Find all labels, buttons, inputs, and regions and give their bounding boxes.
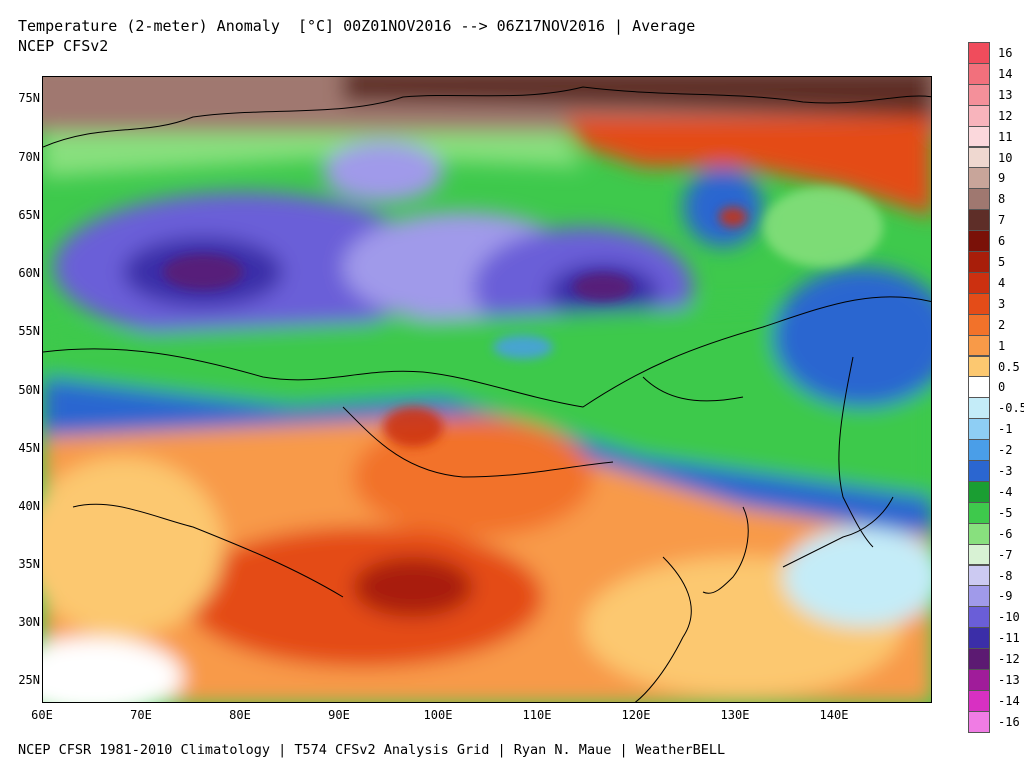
colorbar-swatch — [968, 439, 990, 461]
colorbar-label: 4 — [998, 275, 1006, 290]
anomaly-map-svg — [43, 77, 931, 702]
colorbar-swatch — [968, 125, 990, 148]
colorbar-label: -1 — [998, 422, 1013, 437]
colorbar-swatch — [968, 543, 990, 566]
colorbar-label: 1 — [998, 338, 1006, 353]
colorbar-label: -5 — [998, 505, 1013, 520]
colorbar-swatch — [968, 648, 990, 670]
colorbar-label: 0.5 — [998, 359, 1020, 374]
colorbar-label: -9 — [998, 589, 1013, 604]
colorbar-swatch — [968, 501, 990, 524]
colorbar-swatch — [968, 669, 990, 691]
colorbar-swatch — [968, 292, 990, 315]
colorbar-label: -3 — [998, 464, 1013, 478]
colorbar-swatch — [968, 167, 990, 190]
colorbar-label: -14 — [998, 693, 1020, 708]
lat-tick: 50N — [18, 383, 40, 397]
lon-tick: 60E — [31, 708, 53, 722]
lat-tick: 65N — [18, 208, 40, 222]
lon-tick: 110E — [522, 708, 552, 722]
colorbar-swatch — [968, 209, 990, 232]
lat-tick: 55N — [18, 324, 40, 338]
colorbar-swatch — [968, 418, 990, 441]
colorbar-swatch — [968, 397, 990, 420]
colorbar-swatch — [968, 689, 990, 712]
colorbar-label: 14 — [998, 66, 1013, 81]
colorbar-swatch — [968, 271, 990, 294]
colorbar-swatch — [968, 251, 990, 273]
coastline-lines — [43, 86, 931, 702]
colorbar-swatch — [968, 334, 990, 357]
colorbar-swatch — [968, 564, 990, 587]
colorbar-swatch — [968, 710, 990, 733]
colorbar-swatch — [968, 146, 990, 169]
colorbar-swatch — [968, 480, 990, 503]
colorbar-label: 7 — [998, 213, 1006, 228]
colorbar-swatch — [968, 230, 990, 252]
colorbar-swatch — [968, 188, 990, 211]
lon-tick: 90E — [328, 708, 350, 722]
colorbar-label: -2 — [998, 443, 1013, 458]
colorbar-swatch — [968, 313, 990, 336]
lat-tick: 40N — [18, 499, 40, 513]
lat-tick: 35N — [18, 557, 40, 571]
lon-tick: 80E — [229, 708, 251, 722]
colorbar-label: 9 — [998, 171, 1006, 186]
lon-tick: 130E — [720, 708, 750, 722]
lon-tick: 120E — [621, 708, 651, 722]
colorbar-label: -13 — [998, 673, 1020, 687]
lon-tick: 140E — [819, 708, 849, 722]
colorbar-label: -7 — [998, 547, 1013, 562]
lat-tick: 25N — [18, 673, 40, 687]
lat-tick: 60N — [18, 266, 40, 280]
colorbar-swatch — [968, 42, 990, 64]
colorbar-label: 5 — [998, 255, 1006, 269]
model-name: NCEP CFSv2 — [18, 37, 109, 55]
colorbar-label: 11 — [998, 129, 1013, 144]
colorbar-label: -0.5 — [998, 401, 1024, 416]
colorbar-label: 8 — [998, 192, 1006, 207]
lat-tick: 45N — [18, 441, 40, 455]
colorbar-label: 3 — [998, 296, 1006, 311]
colorbar-label: 13 — [998, 87, 1013, 102]
footer-credits: NCEP CFSR 1981-2010 Climatology | T574 C… — [18, 742, 726, 758]
anomaly-map — [42, 76, 932, 703]
map-title: Temperature (2-meter) Anomaly [°C] 00Z01… — [18, 17, 696, 35]
colorbar-label: -10 — [998, 610, 1020, 625]
colorbar-label: 10 — [998, 150, 1013, 165]
colorbar-swatch — [968, 376, 990, 399]
colorbar-swatch — [968, 606, 990, 629]
colorbar-label: 16 — [998, 46, 1013, 60]
colorbar-label: -4 — [998, 484, 1013, 499]
lat-tick: 75N — [18, 91, 40, 105]
colorbar-swatch — [968, 627, 990, 650]
lon-tick: 100E — [423, 708, 453, 722]
lat-tick: 30N — [18, 615, 40, 629]
lat-tick: 70N — [18, 150, 40, 164]
lon-tick: 70E — [130, 708, 152, 722]
colorbar-label: 12 — [998, 108, 1013, 123]
colorbar-label: 6 — [998, 234, 1006, 249]
colorbar-swatch — [968, 460, 990, 482]
colorbar-label: 2 — [998, 317, 1006, 332]
colorbar-swatch — [968, 522, 990, 545]
colorbar-label: -16 — [998, 714, 1020, 729]
colorbar-label: 0 — [998, 380, 1006, 395]
colorbar-swatch — [968, 104, 990, 127]
colorbar-label: -11 — [998, 631, 1020, 646]
colorbar-label: -6 — [998, 526, 1013, 541]
colorbar-swatch — [968, 62, 990, 85]
colorbar-label: -12 — [998, 652, 1020, 667]
colorbar-swatch — [968, 585, 990, 608]
colorbar-label: -8 — [998, 568, 1013, 583]
colorbar-swatch — [968, 83, 990, 106]
colorbar-swatch — [968, 355, 990, 378]
